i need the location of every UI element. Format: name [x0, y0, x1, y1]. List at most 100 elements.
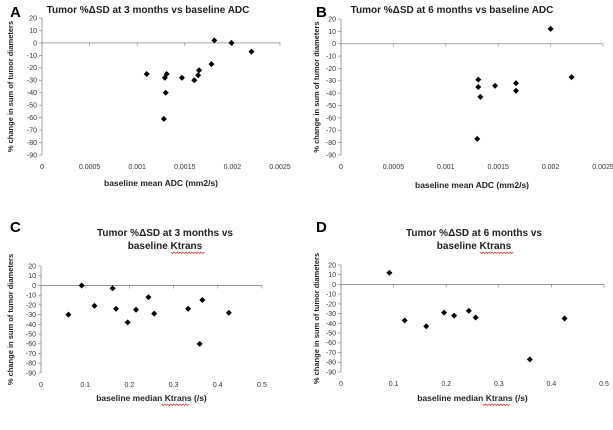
x-tick-label: 0 [339, 381, 343, 388]
x-tick-label: 0.4 [213, 382, 223, 389]
x-axis-label: baseline mean ADC (mm2/s) [415, 180, 529, 190]
y-tick-label: -50 [326, 330, 336, 337]
x-tick-label: 0 [339, 164, 343, 171]
y-tick-label: -80 [27, 140, 37, 147]
data-point [248, 48, 255, 55]
y-tick-label: -50 [326, 103, 336, 110]
data-point [474, 135, 481, 142]
panel-d: D Tumor %ΔSD at 6 months vs baseline Ktran… [306, 215, 613, 430]
panel-b: B Tumor %ΔSD at 6 months vs baseline ADC 2… [306, 0, 613, 215]
chart-c: C Tumor %ΔSD at 3 months vs baseline Ktran… [6, 219, 267, 406]
y-tick-label: -10 [26, 293, 36, 300]
panel-c: C Tumor %ΔSD at 3 months vs baseline Ktran… [0, 215, 306, 430]
data-point [113, 305, 120, 312]
data-point [526, 356, 533, 363]
data-point [228, 39, 235, 46]
x-tick-label: 0.2 [441, 381, 451, 388]
chart-a: A Tumor %ΔSD at 3 months vs baseline ADC 2… [6, 4, 291, 188]
y-tick-label: -50 [27, 103, 37, 110]
y-axis-label: % change in sum of tumor diameters [312, 21, 321, 152]
y-tick-label: 10 [28, 273, 36, 280]
y-tick-label: -10 [27, 53, 37, 60]
data-point [191, 77, 198, 84]
x-axis-label: baseline median Ktrans (/s) [417, 393, 528, 403]
y-axis-label: % change in sum of tumor diameters [312, 253, 321, 384]
y-tick-label: 20 [29, 15, 37, 22]
data-point [185, 305, 192, 312]
x-tick-label: 0.1 [80, 382, 90, 389]
y-tick-label: -90 [326, 152, 336, 159]
data-point [211, 37, 218, 44]
data-point [386, 269, 393, 276]
data-point [475, 84, 482, 90]
y-tick-label: -70 [326, 128, 336, 135]
chart-title: Tumor %ΔSD at 3 months vs [97, 228, 233, 239]
x-tick-label: 0.002 [542, 164, 560, 171]
data-point [451, 312, 458, 319]
y-tick-label: -40 [326, 91, 336, 98]
y-tick-label: 10 [29, 28, 37, 35]
spellcheck-squiggle [482, 403, 511, 406]
data-point [513, 80, 520, 87]
y-tick-label: -10 [326, 292, 336, 299]
x-tick-label: 0.5 [599, 381, 609, 388]
data-point [163, 71, 170, 78]
data-point [472, 314, 479, 321]
panel-letter: D [316, 219, 327, 236]
data-point [513, 87, 520, 94]
x-tick-label: 0.002 [224, 164, 242, 171]
data-point [178, 74, 185, 81]
y-tick-label: 20 [328, 262, 336, 269]
y-tick-label: 0 [32, 283, 36, 290]
x-tick-label: 0.3 [494, 381, 504, 388]
data-point [492, 82, 499, 89]
chart-title: baseline Ktrans [128, 241, 203, 252]
y-tick-label: -30 [326, 78, 336, 85]
chart-title: Tumor %ΔSD at 3 months vs baseline ADC [47, 5, 250, 16]
panel-a: A Tumor %ΔSD at 3 months vs baseline ADC 2… [0, 0, 306, 215]
y-tick-label: -40 [27, 90, 37, 97]
y-tick-label: 0 [332, 41, 336, 48]
x-tick-label: 0.0025 [269, 164, 291, 171]
data-point [568, 74, 575, 81]
x-tick-label: 0.2 [125, 382, 135, 389]
spellcheck-squiggle [479, 251, 514, 254]
x-tick-label: 0.0005 [383, 164, 405, 171]
y-tick-label: -70 [27, 127, 37, 134]
y-tick-label: -70 [26, 351, 36, 358]
data-point [441, 309, 448, 316]
y-axis-label: % change in sum of tumor diameters [6, 21, 15, 152]
y-tick-label: 0 [33, 40, 37, 47]
x-tick-label: 0.001 [128, 164, 146, 171]
x-tick-label: 0 [40, 164, 44, 171]
y-tick-label: -20 [27, 65, 37, 72]
y-tick-label: -50 [26, 331, 36, 338]
x-tick-label: 0.3 [169, 382, 179, 389]
y-tick-label: -60 [27, 115, 37, 122]
x-tick-label: 0 [39, 382, 43, 389]
data-point [401, 317, 408, 324]
data-point [423, 323, 430, 330]
x-tick-label: 0.1 [389, 381, 399, 388]
y-tick-label: 20 [328, 16, 336, 23]
x-axis-label: baseline median Ktrans (/s) [96, 393, 207, 403]
data-point [151, 310, 158, 317]
data-point [91, 302, 98, 309]
x-tick-label: 0.0015 [174, 164, 196, 171]
y-tick-label: -30 [326, 311, 336, 318]
y-tick-label: -60 [326, 340, 336, 347]
panel-letter: B [316, 4, 327, 21]
y-tick-label: -70 [326, 350, 336, 357]
y-tick-label: 0 [332, 282, 336, 289]
data-point [124, 319, 131, 326]
y-tick-label: -40 [26, 322, 36, 329]
spellcheck-squiggle [161, 403, 190, 406]
y-tick-label: -20 [26, 302, 36, 309]
y-tick-label: -20 [326, 301, 336, 308]
data-point [145, 294, 152, 301]
y-tick-label: -60 [26, 341, 36, 348]
spellcheck-squiggle [170, 251, 205, 254]
panel-letter: C [10, 219, 21, 236]
y-tick-label: -90 [326, 369, 336, 376]
data-point [196, 340, 203, 347]
